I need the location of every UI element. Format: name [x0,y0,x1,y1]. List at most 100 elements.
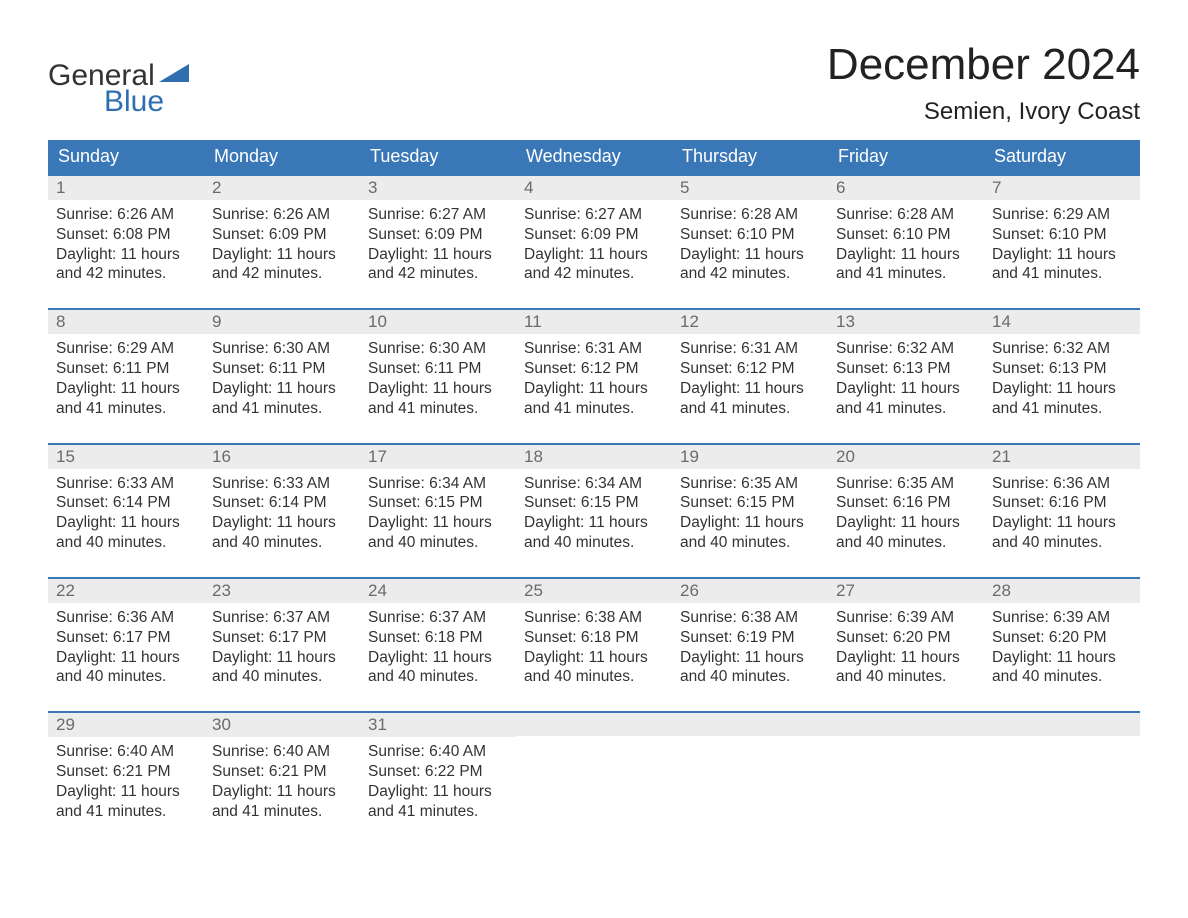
day-number: 4 [516,176,672,200]
sunrise-text: Sunrise: 6:37 AM [212,608,352,628]
sunset-text: Sunset: 6:20 PM [836,628,976,648]
day-number: 9 [204,310,360,334]
day-body: Sunrise: 6:33 AMSunset: 6:14 PMDaylight:… [48,469,204,559]
sunrise-text: Sunrise: 6:40 AM [212,742,352,762]
sunrise-text: Sunrise: 6:36 AM [992,474,1132,494]
daylight-line1: Daylight: 11 hours [992,245,1132,265]
daylight-line1: Daylight: 11 hours [680,379,820,399]
daylight-line1: Daylight: 11 hours [836,648,976,668]
day-body: Sunrise: 6:26 AMSunset: 6:08 PMDaylight:… [48,200,204,290]
title-block: December 2024 Semien, Ivory Coast [827,40,1140,126]
day-body: Sunrise: 6:26 AMSunset: 6:09 PMDaylight:… [204,200,360,290]
day-number: 8 [48,310,204,334]
day-number: 15 [48,445,204,469]
day-body: Sunrise: 6:32 AMSunset: 6:13 PMDaylight:… [984,334,1140,424]
sunset-text: Sunset: 6:17 PM [56,628,196,648]
day-cell: 29Sunrise: 6:40 AMSunset: 6:21 PMDayligh… [48,713,204,827]
sunset-text: Sunset: 6:16 PM [992,493,1132,513]
week-row: 29Sunrise: 6:40 AMSunset: 6:21 PMDayligh… [48,711,1140,827]
day-body [672,736,828,796]
day-body: Sunrise: 6:30 AMSunset: 6:11 PMDaylight:… [360,334,516,424]
calendar: Sunday Monday Tuesday Wednesday Thursday… [48,140,1140,828]
day-cell [984,713,1140,827]
day-body: Sunrise: 6:28 AMSunset: 6:10 PMDaylight:… [672,200,828,290]
sunset-text: Sunset: 6:18 PM [524,628,664,648]
week-row: 1Sunrise: 6:26 AMSunset: 6:08 PMDaylight… [48,174,1140,290]
day-body: Sunrise: 6:40 AMSunset: 6:22 PMDaylight:… [360,737,516,827]
sunrise-text: Sunrise: 6:32 AM [992,339,1132,359]
day-body: Sunrise: 6:29 AMSunset: 6:10 PMDaylight:… [984,200,1140,290]
sunset-text: Sunset: 6:15 PM [368,493,508,513]
day-cell: 14Sunrise: 6:32 AMSunset: 6:13 PMDayligh… [984,310,1140,424]
sunset-text: Sunset: 6:18 PM [368,628,508,648]
day-cell: 6Sunrise: 6:28 AMSunset: 6:10 PMDaylight… [828,176,984,290]
day-cell: 31Sunrise: 6:40 AMSunset: 6:22 PMDayligh… [360,713,516,827]
week-row: 15Sunrise: 6:33 AMSunset: 6:14 PMDayligh… [48,443,1140,559]
day-cell: 19Sunrise: 6:35 AMSunset: 6:15 PMDayligh… [672,445,828,559]
day-number [672,713,828,736]
day-number [984,713,1140,736]
sunrise-text: Sunrise: 6:36 AM [56,608,196,628]
day-number: 29 [48,713,204,737]
daylight-line1: Daylight: 11 hours [56,782,196,802]
daylight-line1: Daylight: 11 hours [368,245,508,265]
daylight-line2: and 41 minutes. [992,399,1132,419]
daylight-line1: Daylight: 11 hours [992,379,1132,399]
day-cell: 18Sunrise: 6:34 AMSunset: 6:15 PMDayligh… [516,445,672,559]
weekday-header: Saturday [984,140,1140,174]
sunset-text: Sunset: 6:11 PM [212,359,352,379]
day-body: Sunrise: 6:40 AMSunset: 6:21 PMDaylight:… [48,737,204,827]
day-cell: 3Sunrise: 6:27 AMSunset: 6:09 PMDaylight… [360,176,516,290]
day-number: 20 [828,445,984,469]
day-cell: 15Sunrise: 6:33 AMSunset: 6:14 PMDayligh… [48,445,204,559]
daylight-line2: and 40 minutes. [212,533,352,553]
day-number: 11 [516,310,672,334]
daylight-line1: Daylight: 11 hours [368,782,508,802]
sunset-text: Sunset: 6:10 PM [836,225,976,245]
day-body: Sunrise: 6:39 AMSunset: 6:20 PMDaylight:… [984,603,1140,693]
day-number: 27 [828,579,984,603]
day-cell: 26Sunrise: 6:38 AMSunset: 6:19 PMDayligh… [672,579,828,693]
location-subtitle: Semien, Ivory Coast [827,98,1140,126]
sunset-text: Sunset: 6:12 PM [524,359,664,379]
sunrise-text: Sunrise: 6:28 AM [836,205,976,225]
day-body: Sunrise: 6:27 AMSunset: 6:09 PMDaylight:… [516,200,672,290]
top-bar: General Blue December 2024 Semien, Ivory… [48,40,1140,126]
day-body: Sunrise: 6:38 AMSunset: 6:18 PMDaylight:… [516,603,672,693]
sunrise-text: Sunrise: 6:30 AM [368,339,508,359]
sunrise-text: Sunrise: 6:27 AM [524,205,664,225]
daylight-line2: and 41 minutes. [56,802,196,822]
sunset-text: Sunset: 6:20 PM [992,628,1132,648]
day-cell: 27Sunrise: 6:39 AMSunset: 6:20 PMDayligh… [828,579,984,693]
sunset-text: Sunset: 6:10 PM [680,225,820,245]
daylight-line1: Daylight: 11 hours [212,245,352,265]
day-body: Sunrise: 6:36 AMSunset: 6:16 PMDaylight:… [984,469,1140,559]
day-cell: 5Sunrise: 6:28 AMSunset: 6:10 PMDaylight… [672,176,828,290]
sunset-text: Sunset: 6:16 PM [836,493,976,513]
daylight-line2: and 41 minutes. [56,399,196,419]
day-body: Sunrise: 6:37 AMSunset: 6:17 PMDaylight:… [204,603,360,693]
daylight-line2: and 41 minutes. [680,399,820,419]
sunrise-text: Sunrise: 6:29 AM [992,205,1132,225]
daylight-line2: and 41 minutes. [368,802,508,822]
daylight-line1: Daylight: 11 hours [836,513,976,533]
daylight-line1: Daylight: 11 hours [524,379,664,399]
day-body: Sunrise: 6:32 AMSunset: 6:13 PMDaylight:… [828,334,984,424]
daylight-line2: and 40 minutes. [56,667,196,687]
day-body [828,736,984,796]
day-body [516,736,672,796]
sunrise-text: Sunrise: 6:34 AM [368,474,508,494]
sunset-text: Sunset: 6:08 PM [56,225,196,245]
weekday-header: Wednesday [516,140,672,174]
day-cell: 9Sunrise: 6:30 AMSunset: 6:11 PMDaylight… [204,310,360,424]
daylight-line1: Daylight: 11 hours [680,648,820,668]
daylight-line2: and 41 minutes. [836,264,976,284]
sunset-text: Sunset: 6:21 PM [212,762,352,782]
day-number: 25 [516,579,672,603]
sunrise-text: Sunrise: 6:30 AM [212,339,352,359]
sunrise-text: Sunrise: 6:34 AM [524,474,664,494]
daylight-line1: Daylight: 11 hours [524,513,664,533]
day-number: 6 [828,176,984,200]
day-number: 14 [984,310,1140,334]
daylight-line1: Daylight: 11 hours [836,379,976,399]
